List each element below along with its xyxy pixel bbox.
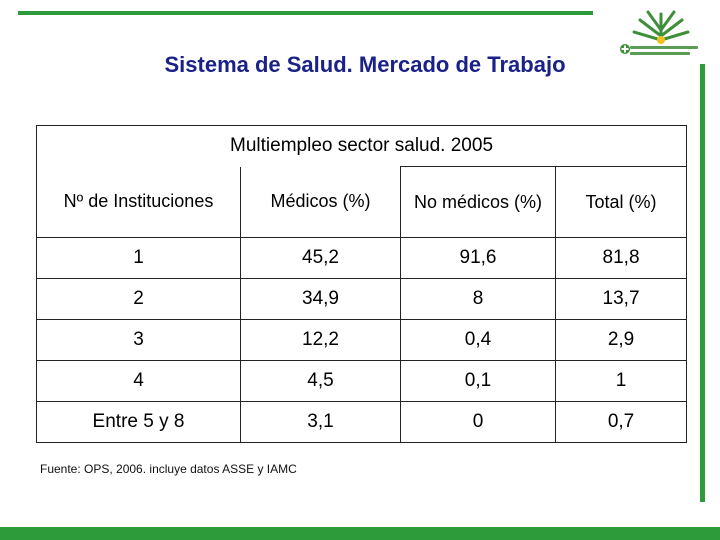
cell-institutions: 2 (36, 278, 241, 320)
right-accent-rule (700, 64, 705, 502)
cell-institutions: 3 (36, 319, 241, 361)
table-row: 4 4,5 0,1 1 (36, 360, 688, 402)
health-cross-icon (620, 44, 630, 54)
cell-doctors: 12,2 (240, 319, 401, 361)
cell-non-doctors: 91,6 (400, 237, 556, 279)
cell-total: 2,9 (554, 319, 688, 361)
caption-row: Multiempleo sector salud. 2005 (35, 125, 688, 167)
cell-non-doctors: 0 (400, 401, 556, 443)
cell-non-doctors: 0,1 (400, 360, 556, 402)
cell-institutions: 4 (36, 360, 241, 402)
cell-total: 0,7 (554, 401, 688, 443)
multiemployment-table: Multiempleo sector salud. 2005 Nº de Ins… (35, 125, 688, 443)
page-title: Sistema de Salud. Mercado de Trabajo (164, 52, 566, 77)
cell-doctors: 34,9 (240, 278, 401, 320)
table-row: 3 12,2 0,4 2,9 (36, 319, 688, 361)
logo-text-lines (630, 46, 700, 58)
cell-doctors: 3,1 (240, 401, 401, 443)
cell-total: 81,8 (554, 237, 688, 279)
tree-logo-icon (632, 10, 690, 44)
bottom-accent-band (0, 527, 720, 540)
cell-non-doctors: 0,4 (400, 319, 556, 361)
header-row: Nº de Instituciones Médicos (%) No médic… (36, 166, 688, 238)
cell-non-doctors: 8 (400, 278, 556, 320)
cell-total: 1 (554, 360, 688, 402)
table-row: 1 45,2 91,6 81,8 (36, 237, 688, 279)
header-total: Total (%) (554, 166, 688, 238)
source-note: Fuente: OPS, 2006. incluye datos ASSE y … (40, 462, 297, 476)
header-institutions: Nº de Instituciones (36, 166, 241, 238)
header-doctors: Médicos (%) (240, 166, 401, 238)
header-non-doctors: No médicos (%) (400, 166, 556, 238)
table-caption: Multiempleo sector salud. 2005 (35, 125, 688, 167)
top-accent-rule (18, 11, 593, 15)
cell-institutions: Entre 5 y 8 (36, 401, 241, 443)
cell-doctors: 4,5 (240, 360, 401, 402)
table-row: 2 34,9 8 13,7 (36, 278, 688, 320)
ministry-logo (618, 6, 704, 62)
table-row: Entre 5 y 8 3,1 0 0,7 (36, 401, 688, 443)
cell-total: 13,7 (554, 278, 688, 320)
cell-doctors: 45,2 (240, 237, 401, 279)
cell-institutions: 1 (36, 237, 241, 279)
